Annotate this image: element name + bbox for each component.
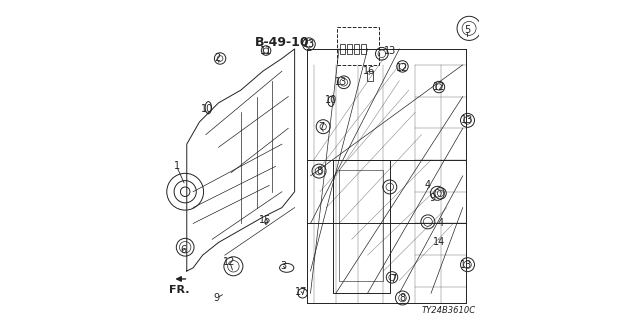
Text: 9: 9 [214,293,220,303]
Text: 7: 7 [390,274,396,284]
Text: 11: 11 [260,45,272,56]
Text: 9: 9 [429,193,436,203]
Text: 4: 4 [438,219,444,228]
Text: TY24B3610C: TY24B3610C [421,307,476,316]
Text: FR.: FR. [168,285,189,295]
Text: 13: 13 [303,39,315,49]
Text: 7: 7 [319,122,324,132]
Text: 10: 10 [201,104,214,114]
Text: 3: 3 [280,261,287,271]
Text: 13: 13 [383,45,396,56]
Text: 17: 17 [295,287,307,297]
Text: 4: 4 [425,180,431,190]
Text: 8: 8 [316,166,322,176]
Text: 15: 15 [259,215,271,225]
Text: 2: 2 [214,53,220,63]
Text: 13: 13 [461,115,474,125]
Text: 12: 12 [223,257,236,267]
Text: 8: 8 [399,293,406,303]
Text: 14: 14 [433,237,445,247]
Text: B-49-10: B-49-10 [255,36,310,49]
Text: 13: 13 [335,77,347,87]
Text: 16: 16 [363,66,375,76]
Text: 12: 12 [396,63,409,73]
Text: 6: 6 [180,245,186,255]
Text: 5: 5 [465,25,470,35]
Text: 13: 13 [460,260,472,270]
Text: 1: 1 [173,161,180,171]
Text: 10: 10 [325,95,337,105]
Text: 12: 12 [433,82,445,92]
